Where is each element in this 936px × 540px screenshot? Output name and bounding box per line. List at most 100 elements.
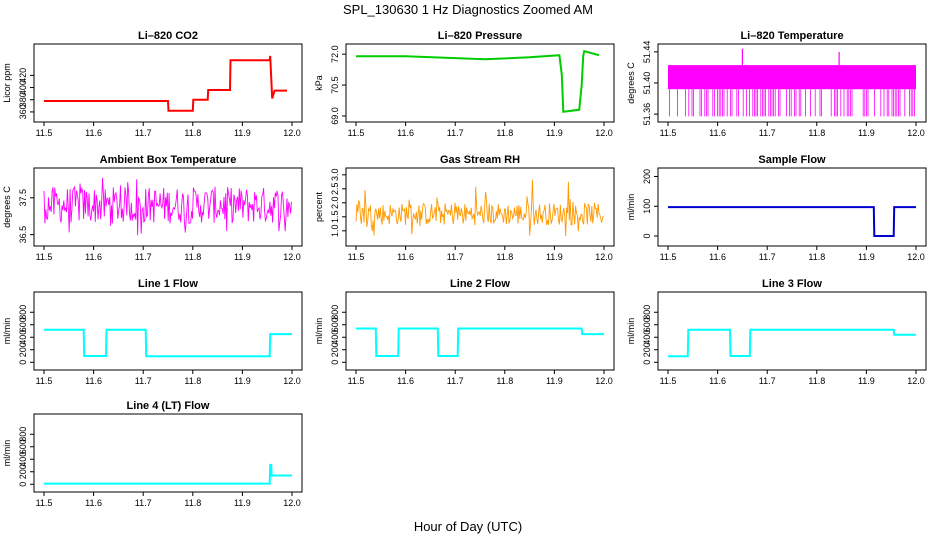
x-tick-label: 12.0 bbox=[283, 376, 301, 386]
y-axis-label: kPa bbox=[314, 75, 324, 91]
series-spikes bbox=[669, 89, 915, 117]
x-tick-label: 11.5 bbox=[660, 128, 677, 138]
x-tick-label: 11.5 bbox=[348, 128, 365, 138]
y-tick-label: 400 bbox=[18, 452, 28, 467]
y-tick-label: 800 bbox=[330, 305, 340, 320]
x-tick-label: 11.5 bbox=[36, 252, 53, 262]
y-tick-label: 51.40 bbox=[642, 72, 652, 95]
x-tick-label: 12.0 bbox=[283, 498, 301, 508]
x-tick-label: 11.7 bbox=[447, 128, 464, 138]
y-tick-label: 51.44 bbox=[642, 41, 652, 64]
series-line bbox=[668, 328, 916, 358]
y-axis-label: degrees C bbox=[626, 62, 636, 104]
data-layer bbox=[44, 55, 287, 112]
chart-panel: Ambient Box Temperature degrees C 11.5 11.6… bbox=[2, 154, 303, 262]
x-tick-label: 12.0 bbox=[283, 128, 301, 138]
x-tick-label: 11.9 bbox=[546, 376, 563, 386]
plot-frame bbox=[657, 167, 927, 247]
chart-panel: Li–820 Temperature degrees C 11.5 11.6 11.7 1… bbox=[626, 30, 927, 138]
plot-frame bbox=[345, 43, 615, 123]
x-tick-label: 11.9 bbox=[234, 128, 251, 138]
y-axis-label: ml/min bbox=[626, 318, 636, 345]
data-layer bbox=[668, 328, 916, 358]
series-line bbox=[355, 179, 604, 237]
data-layer bbox=[43, 177, 292, 236]
y-tick-label: 600 bbox=[330, 317, 340, 332]
y-tick-label: 1.5 bbox=[330, 211, 340, 224]
x-tick-label: 11.5 bbox=[348, 376, 365, 386]
x-tick-label: 11.8 bbox=[808, 376, 825, 386]
x-tick-label: 11.8 bbox=[184, 376, 201, 386]
x-tick-label: 11.8 bbox=[808, 252, 825, 262]
x-tick-label: 11.8 bbox=[496, 252, 513, 262]
figure-x-axis-label: Hour of Day (UTC) bbox=[414, 519, 522, 534]
panel-title: Li–820 CO2 bbox=[138, 30, 198, 42]
plot-frame bbox=[345, 291, 615, 371]
x-tick-label: 11.7 bbox=[759, 376, 776, 386]
panel-title: Line 2 Flow bbox=[450, 278, 510, 290]
series-band bbox=[668, 65, 916, 90]
y-axis-label: degrees C bbox=[2, 186, 12, 228]
y-tick-label: 0 bbox=[642, 360, 652, 365]
data-layer bbox=[44, 463, 292, 485]
y-tick-label: 37.5 bbox=[18, 189, 28, 207]
x-tick-label: 11.7 bbox=[447, 376, 464, 386]
x-tick-label: 11.8 bbox=[184, 252, 201, 262]
x-tick-label: 11.5 bbox=[36, 376, 53, 386]
x-tick-label: 11.8 bbox=[496, 128, 513, 138]
x-tick-label: 11.5 bbox=[660, 252, 677, 262]
x-tick-label: 11.6 bbox=[397, 128, 414, 138]
x-tick-label: 11.9 bbox=[858, 376, 875, 386]
y-tick-label: 69.0 bbox=[330, 107, 340, 125]
x-tick-label: 11.9 bbox=[546, 252, 563, 262]
y-tick-label: 3.0 bbox=[330, 169, 340, 182]
y-tick-label: 420 bbox=[18, 68, 28, 83]
x-tick-label: 11.9 bbox=[858, 252, 875, 262]
x-tick-label: 11.7 bbox=[135, 252, 152, 262]
y-tick-label: 0 bbox=[642, 234, 652, 239]
x-tick-label: 11.6 bbox=[85, 252, 102, 262]
chart-panel: Li–820 CO2 Licor ppm 11.5 11.6 11.7 11.8 11.9 1… bbox=[2, 30, 303, 138]
plot-frame bbox=[33, 291, 303, 371]
y-tick-label: 600 bbox=[642, 317, 652, 332]
y-axis-label: ml/min bbox=[626, 194, 636, 221]
series-line bbox=[44, 55, 287, 112]
y-axis-label: ml/min bbox=[2, 440, 12, 467]
y-tick-label: 360 bbox=[18, 104, 28, 119]
data-layer bbox=[668, 48, 916, 117]
y-tick-label: 200 bbox=[642, 169, 652, 184]
panel-title: Line 3 Flow bbox=[762, 278, 822, 290]
chart-panel: Line 4 (LT) Flow ml/min 11.5 11.6 11.7 11.8 11… bbox=[2, 400, 303, 508]
x-tick-label: 11.9 bbox=[234, 498, 251, 508]
y-tick-label: 36.5 bbox=[18, 226, 28, 244]
x-tick-label: 11.7 bbox=[759, 252, 776, 262]
y-tick-label: 51.36 bbox=[642, 103, 652, 126]
plot-frame bbox=[33, 167, 303, 247]
y-tick-label: 800 bbox=[642, 305, 652, 320]
data-layer bbox=[668, 206, 916, 237]
y-tick-label: 200 bbox=[18, 464, 28, 479]
series-line bbox=[44, 463, 292, 485]
x-tick-label: 11.9 bbox=[234, 376, 251, 386]
x-tick-label: 11.8 bbox=[496, 376, 513, 386]
x-tick-label: 11.6 bbox=[709, 128, 726, 138]
y-tick-label: 600 bbox=[18, 439, 28, 454]
y-axis-label: Licor ppm bbox=[2, 63, 12, 103]
y-tick-label: 2.5 bbox=[330, 183, 340, 196]
x-tick-label: 12.0 bbox=[595, 252, 613, 262]
x-tick-label: 11.7 bbox=[759, 128, 776, 138]
chart-panel: Line 2 Flow ml/min 11.5 11.6 11.7 11.8 11.9 12.… bbox=[314, 278, 615, 386]
y-tick-label: 1.0 bbox=[330, 225, 340, 238]
series-line bbox=[44, 328, 292, 358]
figure-title: SPL_130630 1 Hz Diagnostics Zoomed AM bbox=[343, 2, 593, 17]
y-tick-label: 0 bbox=[18, 482, 28, 487]
x-tick-label: 11.6 bbox=[709, 252, 726, 262]
panel-title: Ambient Box Temperature bbox=[100, 154, 237, 166]
x-tick-label: 11.9 bbox=[858, 128, 875, 138]
panel-title: Line 4 (LT) Flow bbox=[127, 400, 210, 412]
panel-grid: Li–820 CO2 Licor ppm 11.5 11.6 11.7 11.8 11.9 1… bbox=[2, 30, 927, 508]
series-line bbox=[43, 177, 292, 236]
y-tick-label: 0 bbox=[18, 360, 28, 365]
y-tick-label: 200 bbox=[642, 342, 652, 357]
